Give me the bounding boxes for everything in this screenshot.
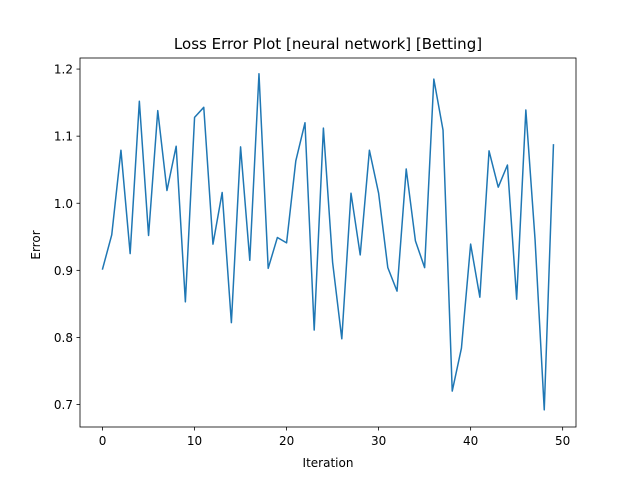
x-tick-label-5: 50 [555,434,570,448]
x-tick-label-0: 0 [99,434,107,448]
y-tick-label-4: 1.1 [54,130,73,144]
y-tick-label-5: 1.2 [54,63,73,77]
x-tick-label-1: 10 [187,434,202,448]
y-tick-label-1: 0.8 [54,331,73,345]
plot-area: 0 10 20 30 40 50 0.7 0.8 0.9 1.0 1.1 1.2 [54,57,577,448]
y-tick-label-2: 0.9 [54,264,73,278]
y-tick-label-0: 0.7 [54,398,73,412]
x-tick-label-2: 20 [279,434,294,448]
y-axis-label: Error [29,230,43,259]
axes-frame [79,57,577,428]
chart-title: Loss Error Plot [neural network] [Bettin… [174,35,482,53]
x-tick-label-4: 40 [463,434,478,448]
y-tick-label-3: 1.0 [54,197,73,211]
series-line-0 [101,73,555,411]
x-tick-label-3: 30 [371,434,386,448]
x-axis-label: Iteration [303,456,354,470]
